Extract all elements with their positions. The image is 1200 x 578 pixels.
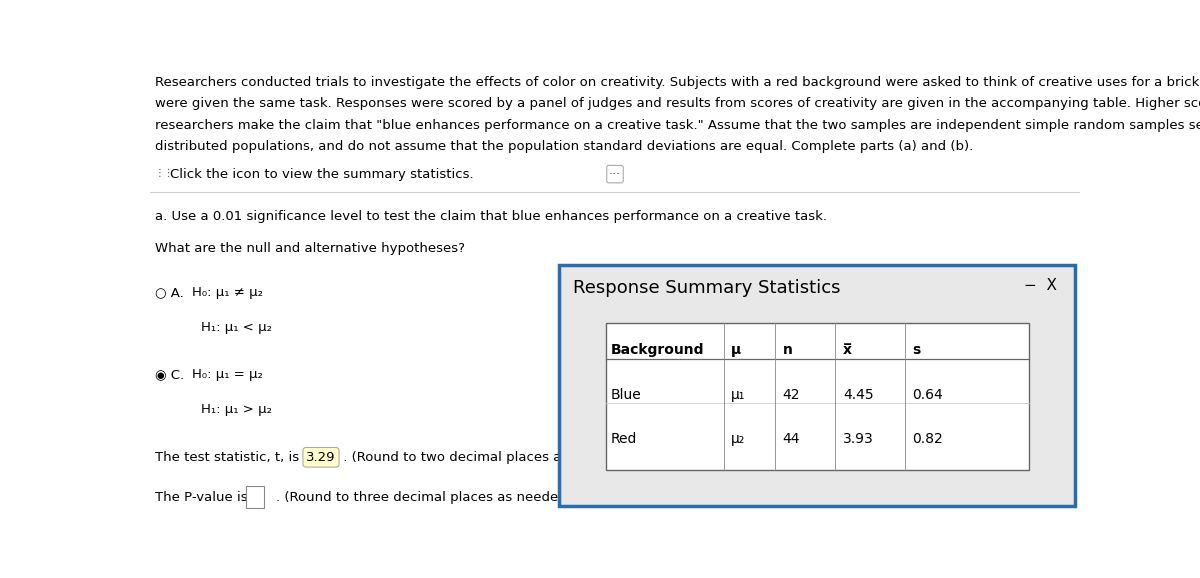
Text: H₀: μ₁ ≥ μ₂: H₀: μ₁ ≥ μ₂ [594, 286, 666, 299]
Text: H₁: μ₁ > μ₂: H₁: μ₁ > μ₂ [202, 403, 272, 416]
Text: Background: Background [611, 343, 704, 357]
Text: H₁: μ₁ ≠ μ₂: H₁: μ₁ ≠ μ₂ [604, 403, 674, 416]
Text: Red: Red [611, 432, 637, 446]
Text: ···: ··· [610, 168, 622, 180]
Text: 4.45: 4.45 [842, 388, 874, 402]
Text: 3.29: 3.29 [306, 451, 336, 464]
Text: Researchers conducted trials to investigate the effects of color on creativity. : Researchers conducted trials to investig… [155, 76, 1200, 89]
Text: ○ D.: ○ D. [559, 368, 589, 381]
Text: 42: 42 [782, 388, 800, 402]
FancyBboxPatch shape [606, 323, 1028, 470]
Text: H₀: μ₁ = μ₂: H₀: μ₁ = μ₂ [594, 368, 666, 381]
Text: ◉ C.: ◉ C. [155, 368, 184, 381]
Text: μ₂: μ₂ [731, 432, 745, 446]
Text: s: s [913, 343, 920, 357]
Text: a. Use a 0.01 significance level to test the claim that blue enhances performanc: a. Use a 0.01 significance level to test… [155, 210, 827, 223]
Text: distributed populations, and do not assume that the population standard deviatio: distributed populations, and do not assu… [155, 140, 973, 153]
Text: . (Round to two decimal places as needed.): . (Round to two decimal places as needed… [338, 451, 631, 464]
Text: The test statistic, t, is: The test statistic, t, is [155, 451, 304, 464]
Text: H₁: μ₁ < μ₂: H₁: μ₁ < μ₂ [202, 321, 272, 334]
Text: n: n [782, 343, 792, 357]
Text: What are the null and alternative hypotheses?: What are the null and alternative hypoth… [155, 242, 464, 254]
Text: ⋮⋮: ⋮⋮ [155, 168, 174, 178]
Text: Response Summary Statistics: Response Summary Statistics [574, 279, 841, 297]
Text: 3.93: 3.93 [842, 432, 874, 446]
Text: H₁: μ₁ < μ₂: H₁: μ₁ < μ₂ [604, 321, 674, 334]
Text: H₀: μ₁ = μ₂: H₀: μ₁ = μ₂ [192, 368, 263, 381]
Text: ○ A.: ○ A. [155, 286, 184, 299]
Text: 0.64: 0.64 [913, 388, 943, 402]
Text: μ: μ [731, 343, 742, 357]
Text: H₀: μ₁ ≠ μ₂: H₀: μ₁ ≠ μ₂ [192, 286, 263, 299]
Text: The P-value is: The P-value is [155, 491, 252, 504]
FancyBboxPatch shape [559, 265, 1075, 506]
Text: μ₁: μ₁ [731, 388, 745, 402]
Text: researchers make the claim that "blue enhances performance on a creative task." : researchers make the claim that "blue en… [155, 118, 1200, 132]
Text: were given the same task. Responses were scored by a panel of judges and results: were given the same task. Responses were… [155, 98, 1200, 110]
Text: . (Round to three decimal places as needed.): . (Round to three decimal places as need… [276, 491, 576, 504]
Text: 44: 44 [782, 432, 800, 446]
Text: 0.82: 0.82 [913, 432, 943, 446]
Text: x̅: x̅ [842, 343, 852, 357]
Text: Blue: Blue [611, 388, 641, 402]
Text: −  X: − X [1025, 277, 1057, 292]
Text: ○ B.: ○ B. [559, 286, 588, 299]
Text: Click the icon to view the summary statistics.: Click the icon to view the summary stati… [170, 168, 474, 181]
